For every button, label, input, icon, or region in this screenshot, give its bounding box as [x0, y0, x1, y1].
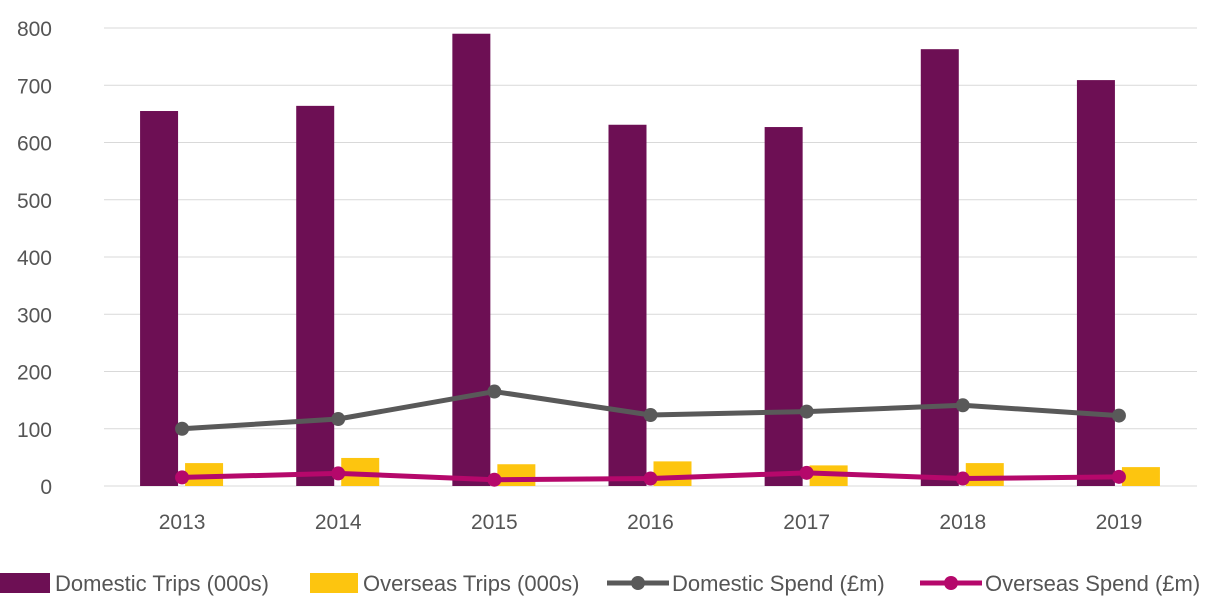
x-tick-label: 2015: [471, 511, 518, 534]
legend-marker-2: [631, 576, 645, 590]
y-tick-label: 200: [17, 362, 52, 385]
point-domestic-spend-2018: [955, 398, 970, 413]
bar-domestic-trips-2018: [920, 49, 959, 487]
x-tick-label: 2018: [939, 511, 986, 534]
y-tick-label: 400: [17, 247, 52, 270]
point-domestic-spend-2015: [487, 384, 502, 399]
legend-label: Domestic Trips (000s): [55, 571, 269, 596]
y-axis-tick-labels: 0 100 200 300 400 500 600 700 800: [17, 18, 52, 499]
y-tick-label: 500: [17, 190, 52, 213]
bar-domestic-trips-2016: [608, 124, 647, 486]
bar-overseas-trips-2018: [965, 463, 1004, 486]
legend-swatch-0: [0, 573, 50, 593]
bar-domestic-trips-2015: [452, 33, 491, 486]
x-tick-label: 2014: [315, 511, 362, 534]
bar-overseas-trips-2019: [1121, 467, 1160, 486]
point-overseas-spend-2018: [955, 471, 970, 486]
point-overseas-spend-2014: [331, 466, 346, 481]
y-tick-label: 100: [17, 419, 52, 442]
point-overseas-spend-2017: [799, 465, 814, 480]
bar-overseas-trips-2016: [653, 461, 692, 486]
bar-domestic-trips-2019: [1076, 80, 1115, 486]
legend-label: Domestic Spend (£m): [672, 571, 885, 596]
x-tick-label: 2017: [783, 511, 830, 534]
point-domestic-spend-2017: [799, 404, 814, 419]
point-domestic-spend-2019: [1111, 408, 1126, 423]
legend: Domestic Trips (000s) Overseas Trips (000…: [0, 571, 1200, 596]
x-tick-label: 2016: [627, 511, 674, 534]
y-tick-label: 800: [17, 18, 52, 41]
point-domestic-spend-2014: [331, 412, 346, 427]
point-overseas-spend-2013: [175, 470, 190, 485]
legend-marker-3: [944, 576, 958, 590]
lines: [175, 384, 1126, 487]
y-tick-label: 700: [17, 75, 52, 98]
legend-label: Overseas Trips (000s): [363, 571, 579, 596]
bar-overseas-trips-2015: [497, 464, 536, 486]
legend-label: Overseas Spend (£m): [985, 571, 1200, 596]
point-overseas-spend-2016: [643, 471, 658, 486]
bar-domestic-trips-2014: [296, 105, 335, 487]
point-domestic-spend-2013: [175, 421, 190, 436]
point-domestic-spend-2016: [643, 408, 658, 423]
y-tick-label: 300: [17, 304, 52, 327]
y-tick-label: 0: [40, 476, 52, 499]
bar-domestic-trips-2013: [140, 111, 179, 486]
gridlines: [104, 27, 1197, 487]
legend-swatch-1: [310, 573, 358, 593]
x-axis-tick-labels: 2013 2014 2015 2016 2017 2018 2019: [159, 511, 1143, 534]
bar-domestic-trips-2017: [764, 127, 803, 486]
y-tick-label: 600: [17, 133, 52, 156]
point-overseas-spend-2019: [1111, 469, 1126, 484]
x-tick-label: 2019: [1096, 511, 1143, 534]
point-overseas-spend-2015: [487, 472, 502, 487]
x-tick-label: 2013: [159, 511, 206, 534]
